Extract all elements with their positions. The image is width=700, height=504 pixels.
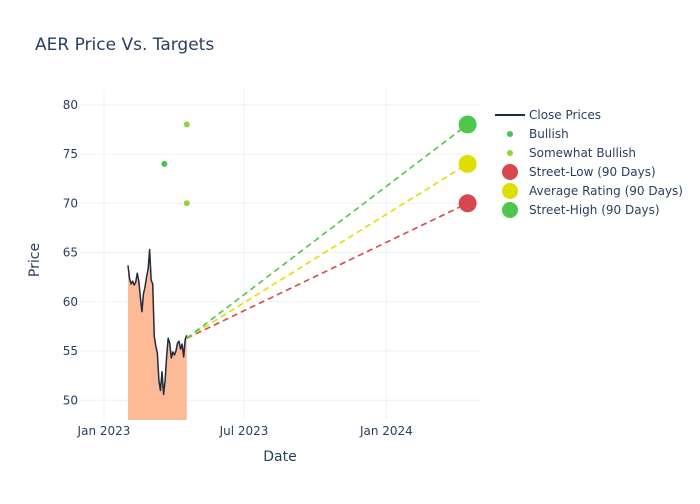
y-tick-label: 60 [63,295,78,309]
analyst-rating-point [161,160,168,167]
x-axis-label: Date [263,449,296,465]
chart-title: AER Price Vs. Targets [35,35,214,55]
y-tick-label: 80 [63,98,78,112]
y-axis-label: Price [27,243,43,277]
y-tick-label: 65 [63,246,78,260]
y-tick-label: 70 [63,196,78,210]
target-line [186,163,469,339]
close-price-area [127,249,187,420]
legend-item-label[interactable]: Bullish [529,127,569,141]
x-tick-label: Jul 2023 [219,424,269,438]
legend-swatch-dot [502,202,518,218]
target-line [186,123,469,339]
legend-item-label[interactable]: Average Rating (90 Days) [529,184,683,198]
legend-item-label[interactable]: Street-High (90 Days) [529,203,660,217]
analyst-rating-point [183,121,190,128]
y-tick-label: 75 [63,147,78,161]
close-price-line [127,248,188,396]
legend-item-label[interactable]: Street-Low (90 Days) [529,165,656,179]
legend-item-label[interactable]: Close Prices [529,108,601,122]
y-tick-label: 55 [63,344,78,358]
x-tick-label: Jan 2024 [359,424,413,438]
x-tick-label: Jan 2023 [77,424,131,438]
legend-swatch-dot [502,164,518,180]
legend-swatch-dot [502,183,518,199]
legend-swatch-dot [507,131,513,137]
legend[interactable]: Close Prices Bullish Somewhat Bullish Stree… [495,108,683,218]
line-layer [127,248,188,396]
point-layer [161,121,190,207]
target-marker [458,194,477,213]
target-layer [186,115,477,339]
analyst-rating-point [183,200,190,207]
legend-swatch-dot [507,150,513,156]
y-tick-label: 50 [63,393,78,407]
axis-layer: 50 55 60 65 70 75 80 Jan 2023 Jul 2023 Jan 2024 [63,98,413,438]
legend-item-label[interactable]: Somewhat Bullish [529,146,636,160]
fill-layer [127,249,187,420]
target-line [186,202,468,339]
target-marker [458,115,477,134]
target-marker [458,154,477,173]
